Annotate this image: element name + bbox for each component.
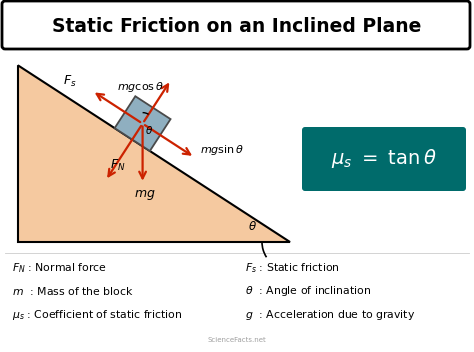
Text: $\theta$: $\theta$ — [247, 220, 256, 233]
Text: $m$  : Mass of the block: $m$ : Mass of the block — [12, 285, 134, 297]
FancyBboxPatch shape — [302, 127, 466, 191]
Text: $\theta$  : Angle of inclination: $\theta$ : Angle of inclination — [245, 284, 372, 298]
Polygon shape — [115, 96, 171, 151]
FancyBboxPatch shape — [2, 1, 470, 49]
Text: $mg\cos\theta$: $mg\cos\theta$ — [118, 80, 164, 94]
Text: $F_s$: $F_s$ — [64, 74, 77, 89]
Text: $F_N$: $F_N$ — [109, 158, 125, 173]
Text: ScienceFacts.net: ScienceFacts.net — [208, 337, 266, 343]
Text: $\mu_s$ : Coefficient of static friction: $\mu_s$ : Coefficient of static friction — [12, 308, 182, 322]
Text: Static Friction on an Inclined Plane: Static Friction on an Inclined Plane — [52, 18, 422, 37]
Text: $\theta$: $\theta$ — [145, 124, 153, 136]
Text: $\mu_s\ =\ \tan\theta$: $\mu_s\ =\ \tan\theta$ — [331, 147, 437, 170]
Polygon shape — [18, 65, 290, 242]
Text: $mg$: $mg$ — [134, 188, 155, 202]
Text: $g$  : Acceleration due to gravity: $g$ : Acceleration due to gravity — [245, 308, 415, 322]
Text: $F_N$ : Normal force: $F_N$ : Normal force — [12, 261, 107, 275]
Text: $mg\sin\theta$: $mg\sin\theta$ — [201, 143, 245, 157]
Text: $F_s$ : Static friction: $F_s$ : Static friction — [245, 261, 340, 275]
